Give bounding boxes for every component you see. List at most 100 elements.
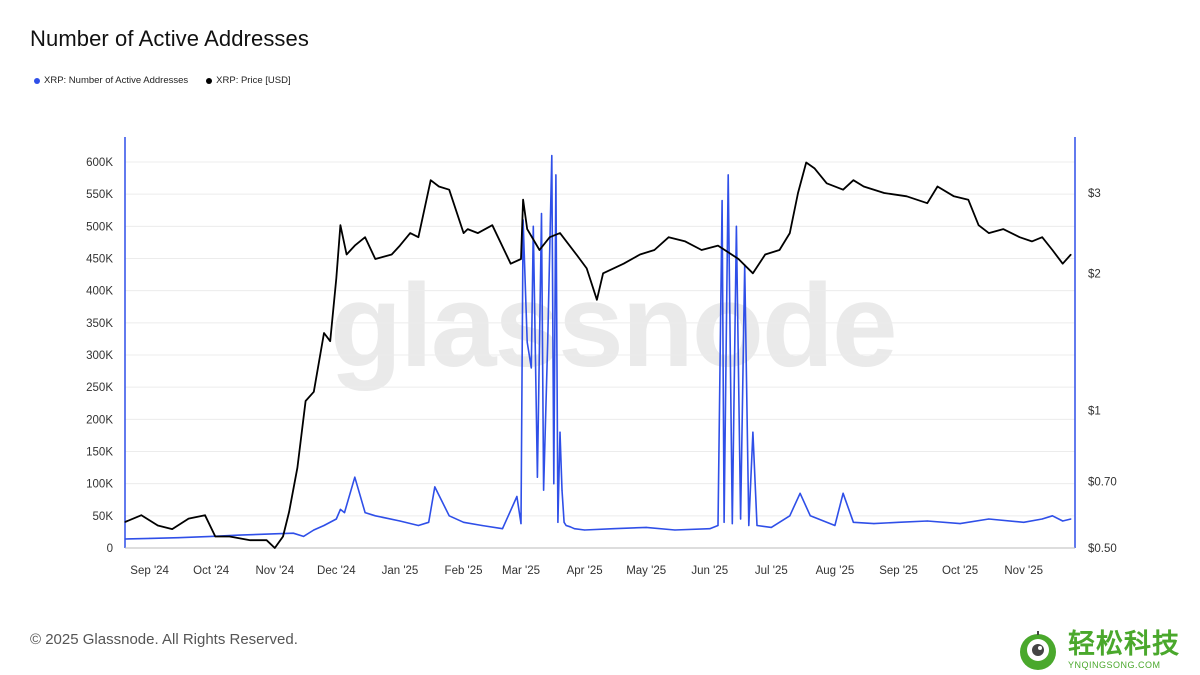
data-point-active-addresses <box>551 155 553 157</box>
data-point-price <box>491 224 493 226</box>
y-left-tick-label: 150K <box>86 447 113 459</box>
data-point-active-addresses <box>555 174 557 176</box>
data-point-price <box>575 253 578 256</box>
data-point-price <box>1031 240 1033 242</box>
data-point-price <box>559 232 561 234</box>
x-tick-label: Sep '24 <box>130 565 169 577</box>
data-point-price <box>653 249 656 251</box>
data-point-active-addresses <box>852 521 855 523</box>
data-point-price <box>323 332 325 334</box>
x-tick-label: Sep '25 <box>879 565 918 577</box>
data-point-active-addresses <box>481 524 483 527</box>
data-point-active-addresses <box>339 508 341 510</box>
data-point-price <box>926 202 928 204</box>
data-point-price <box>586 267 588 269</box>
x-tick-label: Apr '25 <box>567 565 603 577</box>
data-point-price <box>852 179 855 181</box>
legend-label: XRP: Number of Active Addresses <box>44 75 189 86</box>
data-point-active-addresses <box>526 341 528 343</box>
chart-title: Number of Active Addresses <box>30 26 309 51</box>
data-point-price <box>863 185 865 188</box>
data-point-price <box>1062 263 1064 265</box>
data-point-price <box>354 245 356 247</box>
data-point-price <box>339 224 341 226</box>
x-tick-label: Oct '24 <box>193 565 230 577</box>
copyright-footer: © 2025 Glassnode. All Rights Reserved. <box>30 631 298 648</box>
data-point-active-addresses <box>434 486 436 488</box>
data-point-active-addresses <box>584 529 586 531</box>
data-point-active-addresses <box>752 431 754 433</box>
x-tick-label: Feb '25 <box>445 565 483 577</box>
data-point-price <box>988 232 990 234</box>
data-point-price <box>826 182 828 184</box>
data-point-price <box>140 514 142 516</box>
data-point-price <box>335 277 337 279</box>
data-point-price <box>1051 249 1053 251</box>
y-right-tick-label: $1 <box>1088 406 1101 418</box>
data-point-price <box>249 539 251 541</box>
series-line-price[interactable] <box>124 161 1072 549</box>
y-left-tick-label: 550K <box>86 189 113 201</box>
data-point-active-addresses <box>674 529 676 531</box>
data-point-price <box>364 236 366 238</box>
data-point-active-addresses <box>873 523 875 525</box>
data-point-price <box>296 467 298 469</box>
legend-item-active-addresses[interactable]: XRP: Number of Active Addresses <box>34 75 188 86</box>
data-point-active-addresses <box>834 524 836 527</box>
data-point-price <box>204 514 206 516</box>
data-point-active-addresses <box>988 518 990 520</box>
data-point-active-addresses <box>501 528 504 530</box>
data-point-active-addresses <box>292 532 294 534</box>
data-point-active-addresses <box>343 511 346 514</box>
y-left-tick-label: 600K <box>86 157 113 169</box>
data-point-price <box>448 189 450 191</box>
y-left-tick-label: 400K <box>86 286 113 298</box>
data-point-price <box>520 258 522 260</box>
x-tick-label: Oct '25 <box>942 565 978 577</box>
data-point-price <box>526 228 528 230</box>
data-point-price <box>1041 236 1043 238</box>
data-point-price <box>701 249 703 251</box>
data-point-price <box>936 185 939 188</box>
data-point-active-addresses <box>553 483 555 485</box>
data-point-price <box>623 263 625 265</box>
data-point-active-addresses <box>612 528 614 530</box>
data-point-active-addresses <box>789 515 791 517</box>
data-point-active-addresses <box>709 528 711 530</box>
data-point-active-addresses <box>1041 518 1043 520</box>
data-point-price <box>842 189 844 191</box>
data-point-active-addresses <box>516 495 518 498</box>
data-point-price <box>978 224 980 226</box>
series-line-active-addresses[interactable] <box>124 154 1072 540</box>
legend-item-price[interactable]: XRP: Price [USD] <box>206 75 291 86</box>
data-point-active-addresses <box>809 515 811 517</box>
chart-legend: XRP: Number of Active Addresses XRP: Pri… <box>34 75 291 86</box>
x-tick-label: May '25 <box>626 565 666 577</box>
data-point-active-addresses <box>799 492 801 494</box>
data-point-active-addresses <box>1051 515 1053 517</box>
data-point-active-addresses <box>723 521 725 523</box>
data-point-price <box>764 253 766 256</box>
data-point-price <box>737 258 740 260</box>
data-point-active-addresses <box>149 537 151 540</box>
data-point-active-addresses <box>561 489 563 491</box>
data-point-active-addresses <box>559 431 561 433</box>
data-point-active-addresses <box>543 489 545 491</box>
data-point-active-addresses <box>926 520 928 522</box>
data-point-price <box>953 195 955 197</box>
data-point-price <box>805 161 807 164</box>
data-point-active-addresses <box>399 520 401 522</box>
data-point-active-addresses <box>573 528 576 530</box>
data-point-price <box>668 236 670 238</box>
data-point-active-addresses <box>563 521 565 523</box>
y-left-tick-label: 350K <box>86 318 113 330</box>
y-left-tick-label: 450K <box>86 254 113 266</box>
x-tick-label: Mar '25 <box>502 565 540 577</box>
data-point-price <box>463 232 465 234</box>
data-point-price <box>374 258 376 260</box>
data-point-price <box>717 245 719 247</box>
y-left-tick-label: 500K <box>86 221 113 233</box>
brand-name-cn: 轻松科技 <box>1068 628 1180 659</box>
data-point-price <box>1019 236 1021 238</box>
